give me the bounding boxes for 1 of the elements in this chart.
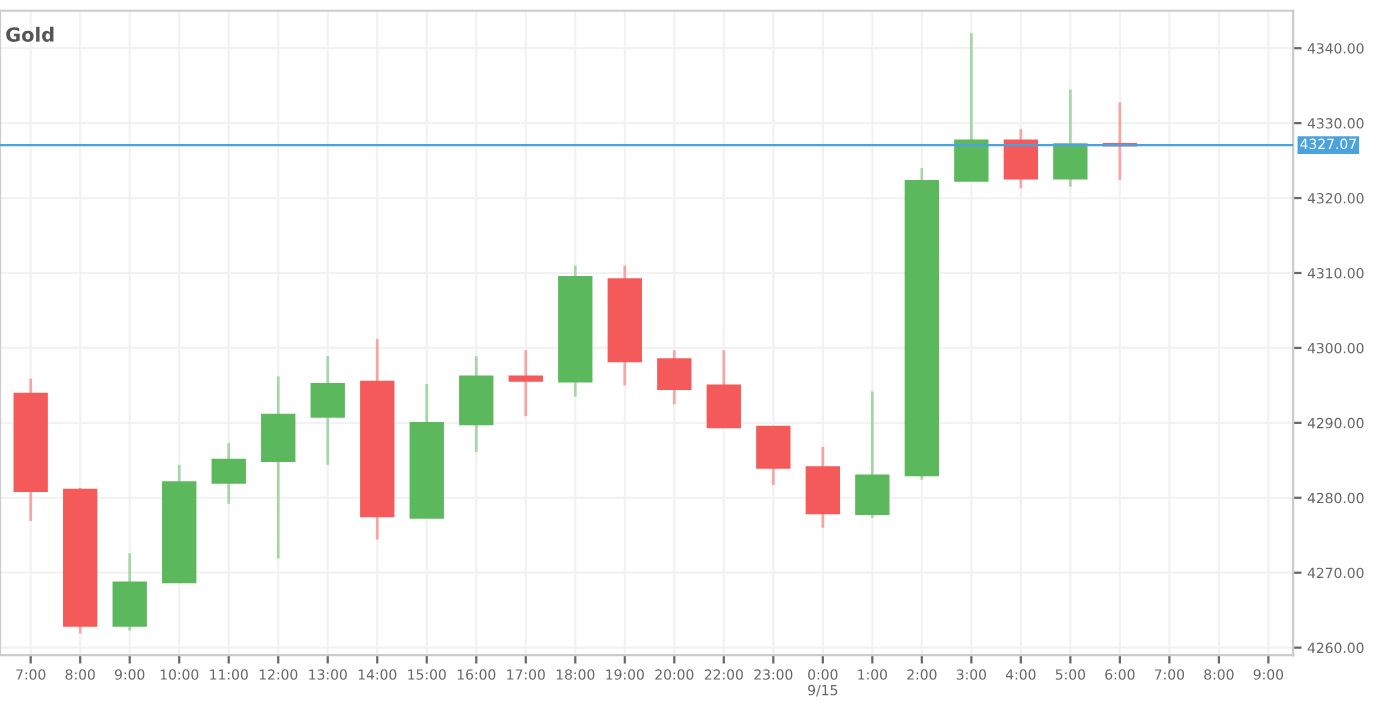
text: Gold: [6, 26, 54, 42]
